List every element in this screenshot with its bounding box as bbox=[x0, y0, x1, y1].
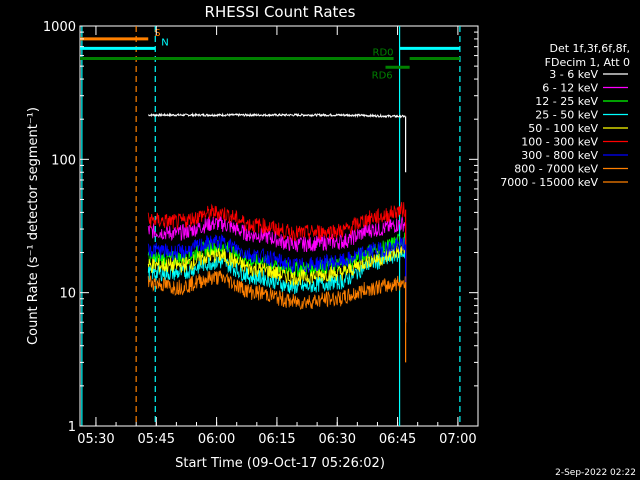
x-tick-label-2: 06:00 bbox=[198, 432, 235, 447]
series-line-2 bbox=[147, 232, 406, 277]
legend-label-0: 3 - 6 keV bbox=[549, 68, 598, 81]
y-tick-label-2: 100 bbox=[51, 153, 76, 168]
series-line-1 bbox=[147, 216, 406, 253]
flag-label-5: RD6 bbox=[372, 70, 393, 81]
x-tick-label-1: 05:45 bbox=[138, 432, 175, 447]
legend-header-2: FDecim 1, Att 0 bbox=[545, 56, 630, 69]
flag-label-1: N bbox=[161, 37, 168, 48]
x-axis-label: Start Time (09-Oct-17 05:26:02) bbox=[175, 456, 385, 471]
y-tick-label-1: 10 bbox=[59, 287, 76, 302]
series-line-5 bbox=[147, 201, 406, 242]
flag-label-0: S bbox=[154, 28, 160, 39]
legend-label-3: 25 - 50 keV bbox=[535, 109, 598, 122]
y-axis-label: Count Rate (s⁻¹ detector segment⁻¹) bbox=[26, 107, 41, 345]
x-tick-label-3: 06:15 bbox=[258, 432, 295, 447]
series-line-0 bbox=[148, 112, 406, 119]
y-tick-label-3: 1000 bbox=[43, 20, 76, 35]
series-line-6 bbox=[147, 234, 406, 274]
legend-label-8: 7000 - 15000 keV bbox=[500, 176, 598, 189]
y-tick-label-0: 1 bbox=[68, 420, 76, 435]
chart-title: RHESSI Count Rates bbox=[205, 3, 356, 21]
legend-label-5: 100 - 300 keV bbox=[521, 136, 598, 149]
legend-label-7: 800 - 7000 keV bbox=[514, 163, 598, 176]
x-tick-label-4: 06:30 bbox=[319, 432, 356, 447]
plot-frame bbox=[79, 25, 479, 427]
legend-header-1: Det 1f,3f,6f,8f, bbox=[549, 42, 630, 55]
legend-label-2: 12 - 25 keV bbox=[535, 95, 598, 108]
legend-label-6: 300 - 800 keV bbox=[521, 149, 598, 162]
flag-label-3: RD0 bbox=[373, 48, 394, 59]
series-line-4 bbox=[147, 243, 406, 287]
legend-label-4: 50 - 100 keV bbox=[528, 122, 598, 135]
x-tick-label-6: 07:00 bbox=[439, 432, 476, 447]
timestamp: 2-Sep-2022 02:22 bbox=[555, 468, 636, 478]
x-tick-label-5: 06:45 bbox=[379, 432, 416, 447]
x-tick-label-0: 05:30 bbox=[77, 432, 114, 447]
series-line-3 bbox=[147, 246, 406, 295]
series-line-7 bbox=[147, 269, 406, 310]
legend-label-1: 6 - 12 keV bbox=[542, 82, 598, 95]
